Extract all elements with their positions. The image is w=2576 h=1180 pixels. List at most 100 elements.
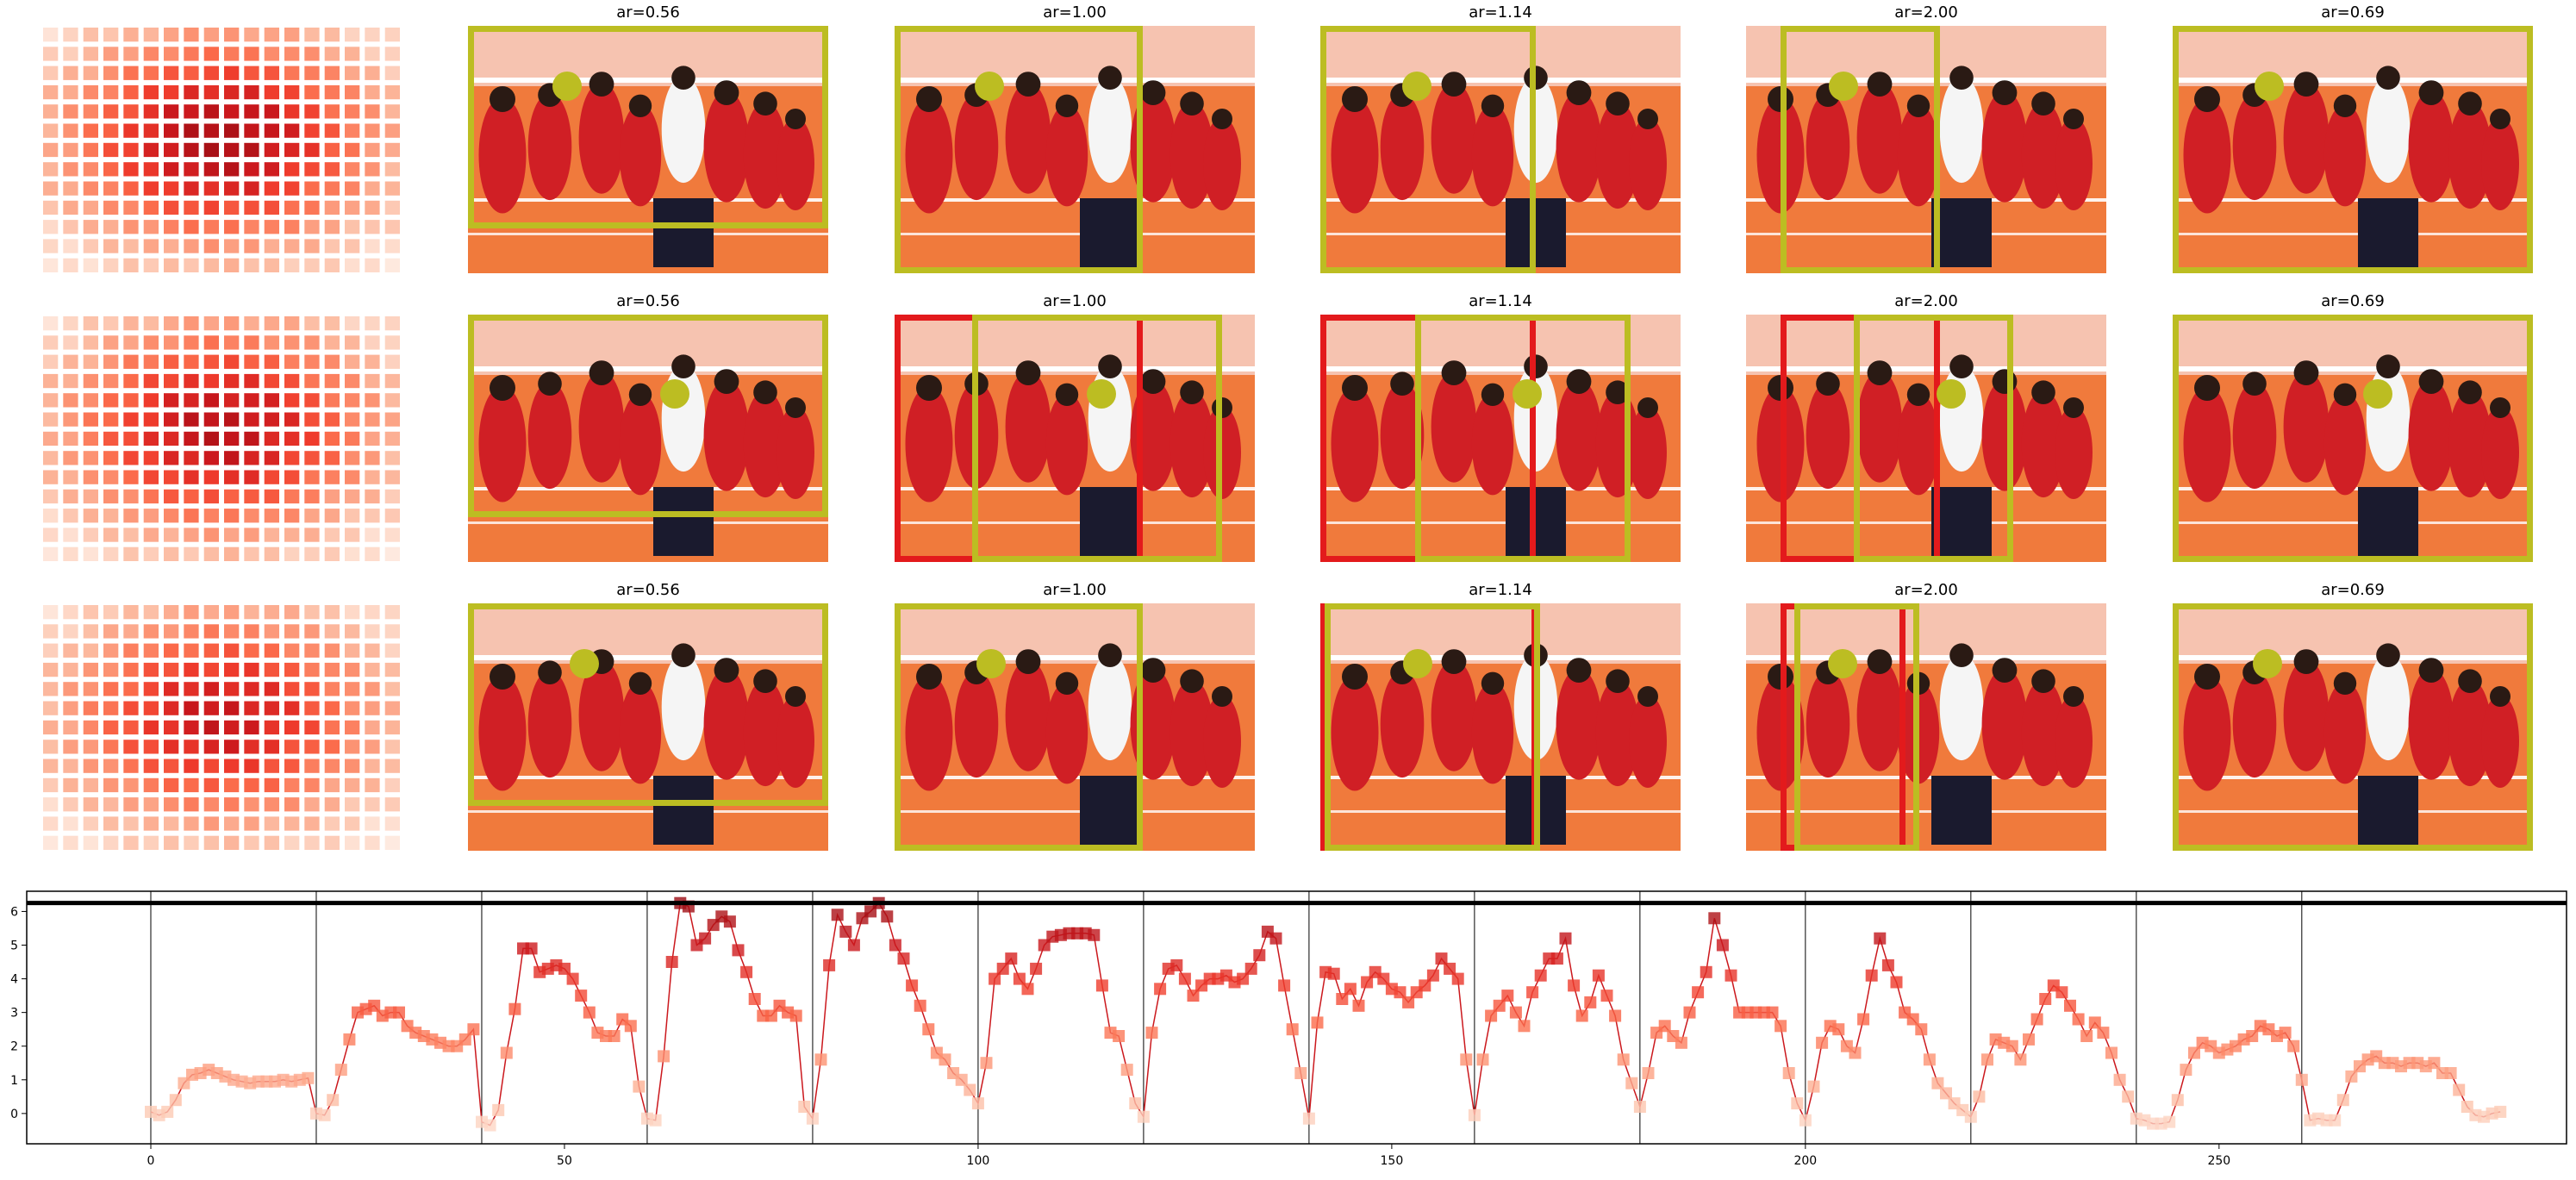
heatmap-cell	[164, 701, 179, 715]
heatmap-cell	[164, 393, 179, 408]
heatmap-cell	[324, 451, 340, 465]
heatmap-cell	[184, 797, 199, 812]
yellow-crop-box	[895, 26, 1143, 273]
data-point	[1683, 1006, 1696, 1019]
heatmap-cell	[304, 605, 320, 620]
data-point	[2336, 1094, 2349, 1107]
heatmap-cell	[284, 47, 300, 61]
heatmap-cell	[164, 720, 179, 735]
data-point	[1625, 1077, 1638, 1089]
heatmap-cell	[123, 451, 139, 465]
score-line-chart: 0 50 100 150 200 250 0 1 2 3 4 5 6	[10, 890, 2567, 1168]
heatmap-cell	[164, 181, 179, 196]
heatmap-cell	[324, 162, 340, 177]
heatmap-cell	[224, 28, 240, 42]
crop-panel: ar=2.00	[1746, 292, 2106, 562]
heatmap-cell	[83, 489, 98, 504]
heatmap-cell	[123, 393, 139, 408]
heatmap-cell	[384, 470, 400, 484]
crop-panel: ar=1.00	[895, 3, 1255, 273]
heatmap-cell	[164, 682, 179, 696]
data-point	[302, 1071, 315, 1084]
data-point	[989, 972, 1001, 985]
crop-panel: ar=1.14	[1320, 3, 1681, 273]
data-point	[1675, 1036, 1687, 1049]
data-point	[1526, 986, 1539, 999]
heatmap-cell	[324, 258, 340, 272]
heatmap-cell	[304, 220, 320, 234]
heatmap-cell	[345, 662, 360, 677]
x-tick-label: 150	[1381, 1154, 1404, 1168]
data-point	[814, 1053, 827, 1066]
heatmap-cell	[184, 546, 199, 561]
heatmap-cell	[284, 509, 300, 523]
heatmap-cell	[184, 624, 199, 639]
heatmap-cell	[384, 643, 400, 658]
heatmap-cell	[365, 662, 380, 677]
data-point	[2329, 1114, 2342, 1127]
heatmap-cell	[63, 373, 78, 389]
crop-panel: ar=1.00	[895, 292, 1255, 562]
heatmap-cell	[264, 123, 279, 138]
data-point	[2122, 1090, 2135, 1103]
data-point	[1766, 1006, 1779, 1019]
heatmap-cell	[284, 835, 300, 850]
saliency-point	[1402, 72, 1431, 101]
heatmap-cell	[264, 354, 279, 369]
heatmap-cell	[103, 546, 119, 561]
saliency-point	[570, 649, 599, 678]
yellow-crop-box	[468, 603, 828, 806]
panel-title: ar=0.56	[616, 292, 680, 310]
volleyball-team-photo	[895, 26, 1255, 273]
heatmap-cell	[184, 740, 199, 754]
heatmap-cell	[224, 142, 240, 158]
heatmap-cell	[244, 316, 259, 331]
heatmap-cell	[43, 104, 59, 119]
heatmap-cell	[284, 797, 300, 812]
heatmap-cell	[43, 682, 59, 696]
heatmap-cell	[203, 797, 219, 812]
heatmap-cell	[304, 451, 320, 465]
heatmap-cell	[304, 509, 320, 523]
data-point	[1931, 1077, 1944, 1089]
heatmap-cell	[304, 412, 320, 427]
heatmap-cell	[83, 354, 98, 369]
data-point	[1095, 979, 1108, 992]
y-tick-label: 1	[10, 1074, 18, 1088]
heatmap-cell	[384, 66, 400, 80]
heatmap-cell	[103, 258, 119, 272]
heatmap-cell	[184, 220, 199, 234]
heatmap-cell	[345, 797, 360, 812]
heatmap-cell	[43, 373, 59, 389]
heatmap-cell	[164, 431, 179, 446]
heatmap-cell	[284, 220, 300, 234]
heatmap-cell	[123, 797, 139, 812]
data-point	[1154, 983, 1167, 996]
heatmap-cell	[365, 316, 380, 331]
data-point	[2097, 1027, 2110, 1040]
heatmap-cell	[123, 835, 139, 850]
data-point	[1874, 932, 1887, 945]
heatmap-cell	[365, 258, 380, 272]
heatmap-cell	[384, 777, 400, 793]
heatmap-cell	[324, 759, 340, 773]
heatmap-cell	[63, 431, 78, 446]
heatmap-cell	[284, 720, 300, 735]
heatmap-cell	[164, 66, 179, 80]
data-point	[897, 952, 910, 965]
heatmap-cell	[103, 701, 119, 715]
heatmap-cell	[264, 47, 279, 61]
data-point	[2246, 1030, 2259, 1042]
heatmap-cell	[203, 162, 219, 177]
heatmap-cell	[184, 777, 199, 793]
data-point	[2064, 999, 2076, 1012]
data-point	[1799, 1114, 1812, 1127]
heatmap-cell	[63, 335, 78, 350]
heatmap-cell	[203, 200, 219, 215]
heatmap-cell	[123, 66, 139, 80]
heatmap-cell	[365, 489, 380, 504]
heatmap-cell	[83, 509, 98, 523]
heatmap-cell	[184, 643, 199, 658]
heatmap-cell	[284, 258, 300, 272]
yellow-crop-box	[2173, 315, 2533, 562]
